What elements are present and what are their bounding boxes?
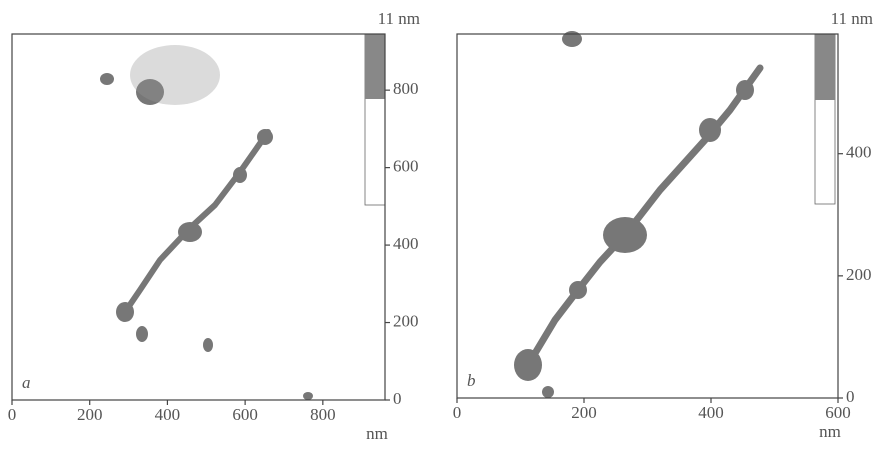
y-tick-label: 200 — [846, 265, 872, 284]
x-tick-label: 600 — [825, 403, 851, 422]
y-tick-label: 800 — [393, 79, 419, 98]
x-tick-label: 200 — [77, 405, 103, 424]
y-tick-label: 400 — [846, 143, 872, 162]
x-tick-label: 400 — [698, 403, 724, 422]
x-tick-label: 0 — [8, 405, 17, 424]
x-axis-label: nm — [366, 424, 388, 443]
colorbar-label: 11 nm — [378, 9, 420, 28]
x-tick-label: 400 — [155, 405, 181, 424]
colorbar-label: 11 nm — [831, 9, 873, 28]
y-tick-label: 400 — [393, 234, 419, 253]
image-frame — [11, 33, 386, 401]
afm-image-b — [514, 31, 836, 398]
x-tick-label: 600 — [232, 405, 258, 424]
y-tick-label: 200 — [393, 311, 419, 330]
panel-label: a — [22, 373, 31, 392]
panel-label: b — [467, 371, 476, 390]
x-tick-label: 200 — [571, 403, 597, 422]
image-frame — [456, 33, 839, 399]
afm-image-a — [100, 33, 386, 400]
y-tick-label: 0 — [393, 389, 402, 408]
y-tick-label: 600 — [393, 157, 419, 176]
x-tick-label: 0 — [453, 403, 462, 422]
y-tick-label: 0 — [846, 387, 855, 406]
x-tick-label: 800 — [310, 405, 336, 424]
x-axis-label: nm — [819, 422, 841, 441]
